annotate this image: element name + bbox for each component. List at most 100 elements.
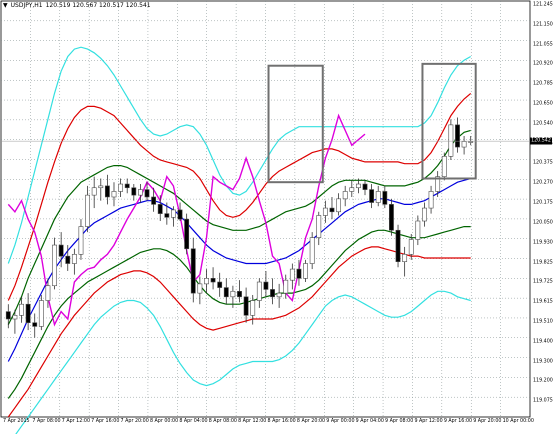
candle-bull[interactable] <box>71 253 77 264</box>
candle-bear[interactable] <box>164 213 170 218</box>
candle-bull[interactable] <box>349 187 355 192</box>
candle-bull[interactable] <box>342 191 348 200</box>
candle-bull[interactable] <box>52 244 57 287</box>
candle-bull[interactable] <box>408 239 414 255</box>
moving-average-line <box>7 177 471 362</box>
candle-bull[interactable] <box>38 300 44 327</box>
candle-bear[interactable] <box>382 191 388 205</box>
candle-bear[interactable] <box>190 248 196 294</box>
time-tick-label: 7 Apr 2015 <box>3 419 30 424</box>
candle-bull[interactable] <box>303 263 308 279</box>
candle-bear[interactable] <box>389 204 394 231</box>
chart-header: ▼ USDJPY,H1 120.519 120.567 120.517 120.… <box>3 2 151 9</box>
candle-bull[interactable] <box>230 290 236 298</box>
candle-bull[interactable] <box>415 220 421 240</box>
candle-bull[interactable] <box>256 281 262 301</box>
candle-bear[interactable] <box>184 218 190 250</box>
candle-bear[interactable] <box>237 290 242 298</box>
candle-bull[interactable] <box>289 268 295 281</box>
candle-bull[interactable] <box>138 189 143 196</box>
candle-bull[interactable] <box>422 207 427 222</box>
candle-bull[interactable] <box>448 124 454 157</box>
candle-bear[interactable] <box>270 289 275 298</box>
candle-bear[interactable] <box>296 268 302 279</box>
price-tick-label: 120.175 <box>533 200 553 206</box>
price-tick-label: 121.150 <box>533 22 553 28</box>
candle-bull[interactable] <box>111 191 117 198</box>
candle-bear[interactable] <box>157 204 163 214</box>
candle-bear[interactable] <box>362 183 368 190</box>
candle-bear[interactable] <box>217 281 223 288</box>
candle-bear[interactable] <box>455 124 460 148</box>
candle-bear[interactable] <box>210 278 216 283</box>
candle-bull[interactable] <box>322 207 328 216</box>
candle-bull[interactable] <box>12 315 18 320</box>
candle-bear[interactable] <box>58 244 64 257</box>
price-tick-label: 120.920 <box>533 61 553 67</box>
candle-bear[interactable] <box>369 189 375 203</box>
candle-bear[interactable] <box>144 189 150 198</box>
candle-bear[interactable] <box>151 196 157 205</box>
candle-bear[interactable] <box>104 185 110 198</box>
candle-bull[interactable] <box>98 185 104 189</box>
candle-bear[interactable] <box>223 287 229 298</box>
current-price-tag: 120.542 <box>530 137 552 145</box>
time-tick-label: 7 Apr 16:00 <box>91 419 120 424</box>
triangle-down-icon[interactable]: ▼ <box>3 2 8 9</box>
candle-bear[interactable] <box>243 296 249 316</box>
candle-bull[interactable] <box>441 156 447 177</box>
candle-bull[interactable] <box>250 300 256 316</box>
candle-bear[interactable] <box>32 322 38 327</box>
candle-bull[interactable] <box>336 198 341 213</box>
candle-bear[interactable] <box>263 281 269 290</box>
candle-bull[interactable] <box>468 141 474 143</box>
candle-bull[interactable] <box>171 209 176 218</box>
candle-bull[interactable] <box>78 226 84 255</box>
price-tick-label: 119.300 <box>533 359 553 365</box>
candle-bull[interactable] <box>204 278 209 285</box>
band-green-lower <box>7 226 471 399</box>
candle-bear[interactable] <box>329 207 335 213</box>
candle-bear[interactable] <box>5 311 11 320</box>
candle-bull[interactable] <box>118 183 124 192</box>
band-red-upper <box>7 92 472 301</box>
time-tick-label: 8 Apr 08:00 <box>208 419 237 424</box>
candle-bull[interactable] <box>355 183 361 189</box>
price-tick-label: 119.725 <box>533 279 553 285</box>
ohlc-values: 120.519 120.567 120.517 120.541 <box>45 2 151 9</box>
price-tick-label: 120.785 <box>533 81 553 87</box>
candle-bull[interactable] <box>435 176 441 192</box>
candle-bull[interactable] <box>428 191 434 209</box>
candle-bull[interactable] <box>91 187 97 196</box>
candle-bull[interactable] <box>276 292 282 298</box>
candle-bull[interactable] <box>197 283 203 294</box>
candle-bull[interactable] <box>19 303 24 316</box>
candle-bull[interactable] <box>283 279 289 294</box>
candle-bull[interactable] <box>461 141 467 148</box>
price-tick-label: 120.375 <box>533 160 553 166</box>
time-tick-label: 8 Apr 16:00 <box>267 419 296 424</box>
price-tick-label: 120.050 <box>533 220 553 226</box>
candle-bear[interactable] <box>395 229 401 262</box>
candle-bear[interactable] <box>177 209 183 220</box>
symbol-label: USDJPY,H1 <box>10 2 43 9</box>
time-tick-label: 8 Apr 04:00 <box>179 419 208 424</box>
candle-bear[interactable] <box>65 255 71 264</box>
candle-bear[interactable] <box>25 303 31 324</box>
price-tick-label: 120.270 <box>533 180 553 186</box>
candle-bull[interactable] <box>375 191 381 203</box>
candle-bear[interactable] <box>124 183 130 189</box>
candle-bull[interactable] <box>316 215 322 238</box>
price-tick-label: 121.055 <box>533 42 553 48</box>
candle-bull[interactable] <box>309 237 315 264</box>
time-tick-label: 9 Apr 08:00 <box>385 419 414 424</box>
time-tick-label: 9 Apr 00:00 <box>326 419 355 424</box>
candle-bull[interactable] <box>402 253 408 262</box>
price-tick-label: 121.245 <box>533 2 553 8</box>
time-tick-label: 8 Apr 00:00 <box>149 419 179 424</box>
candle-bull[interactable] <box>45 285 51 301</box>
candle-bull[interactable] <box>85 194 90 227</box>
candle-bear[interactable] <box>131 187 137 196</box>
